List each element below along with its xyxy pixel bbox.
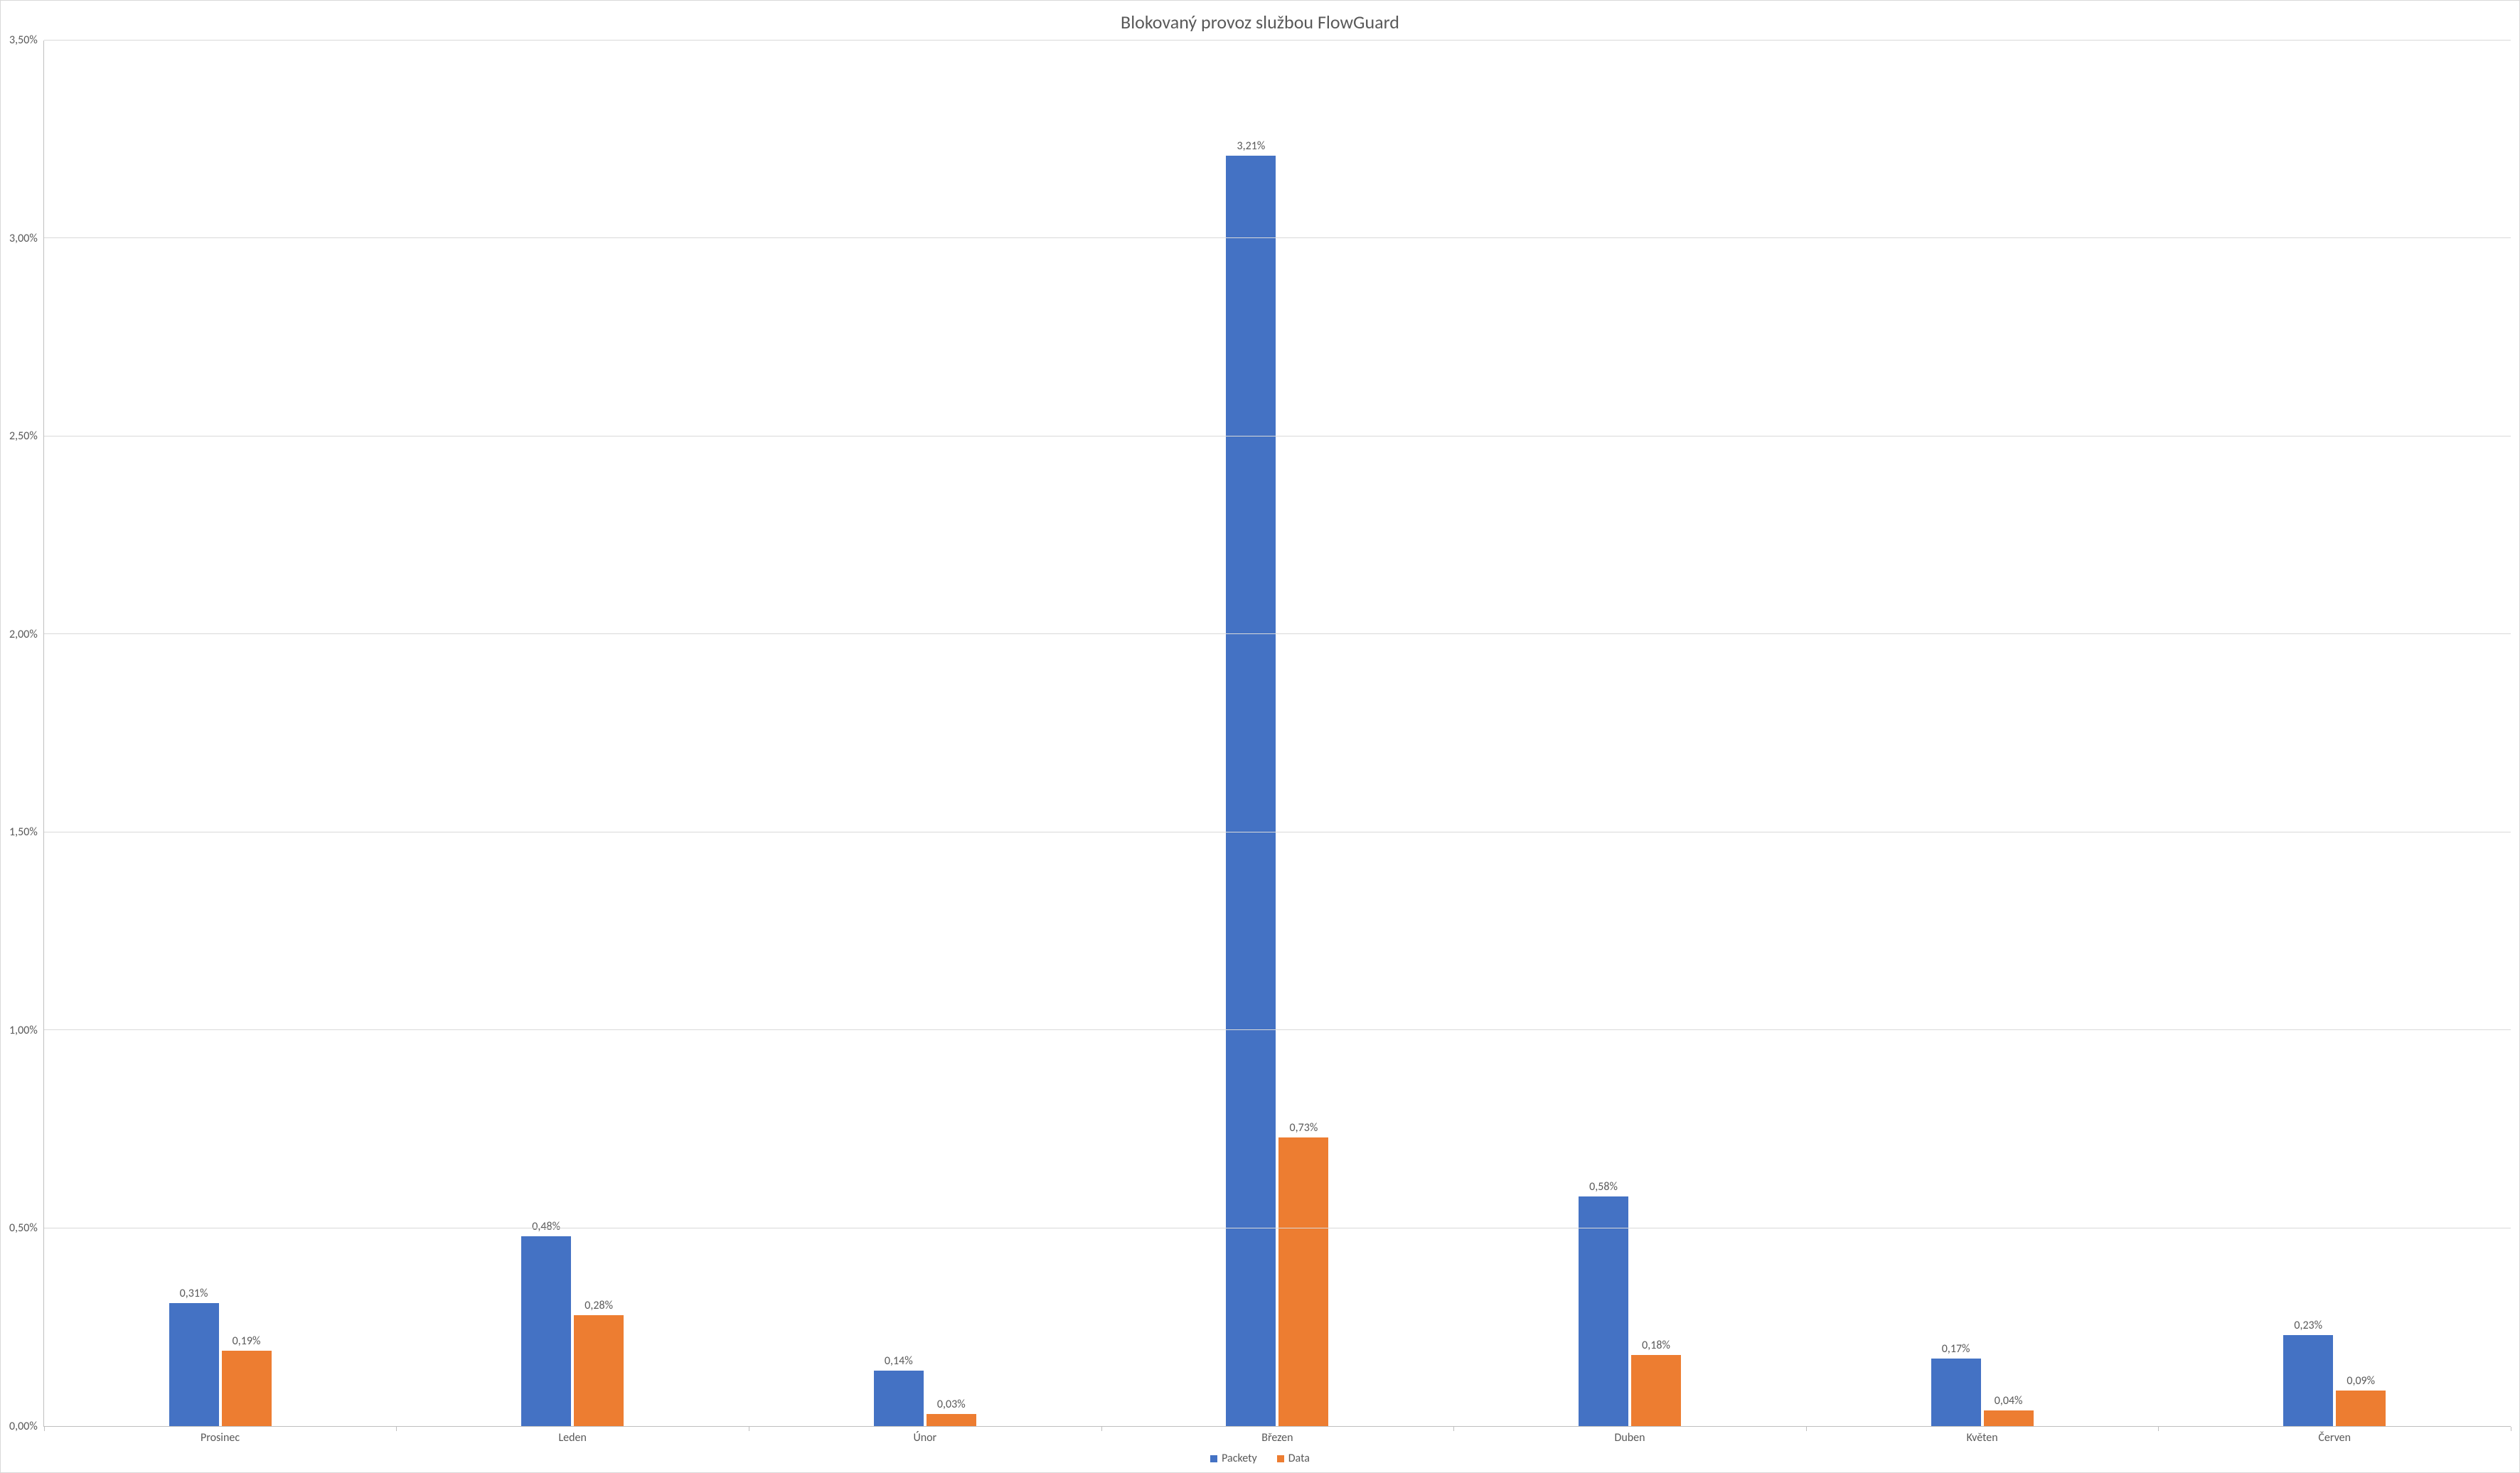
legend-item: Data — [1277, 1452, 1310, 1465]
bar: 0,23% — [2283, 1335, 2333, 1426]
bar: 0,09% — [2336, 1391, 2386, 1426]
plot-area: 0,31%0,19%0,48%0,28%0,14%0,03%3,21%0,73%… — [43, 41, 2511, 1427]
bar-value-label: 0,04% — [1995, 1394, 2023, 1408]
y-axis: 3,50%3,00%2,50%2,00%1,50%1,00%0,50%0,00% — [9, 41, 43, 1427]
bar: 0,18% — [1631, 1355, 1681, 1426]
legend-swatch — [1277, 1455, 1284, 1462]
bar-group: 0,17%0,04% — [1806, 41, 2159, 1426]
bar-groups: 0,31%0,19%0,48%0,28%0,14%0,03%3,21%0,73%… — [44, 41, 2511, 1426]
bar: 0,03% — [927, 1414, 976, 1426]
bar: 0,73% — [1278, 1137, 1328, 1427]
x-tick-mark — [396, 1427, 397, 1431]
bar-value-label: 0,23% — [2294, 1319, 2322, 1332]
bar: 0,31% — [169, 1303, 219, 1426]
x-axis-ticks: ProsinecLedenÚnorBřezenDubenKvětenČerven — [44, 1431, 2511, 1445]
x-tick-label: Březen — [1101, 1431, 1454, 1445]
bar-value-label: 0,03% — [937, 1398, 966, 1411]
bar-value-label: 0,31% — [180, 1287, 208, 1300]
bar-value-label: 0,17% — [1942, 1342, 1970, 1356]
bar-group: 0,14%0,03% — [749, 41, 1101, 1426]
x-axis-row: ProsinecLedenÚnorBřezenDubenKvětenČerven — [9, 1431, 2511, 1445]
plot-row: 3,50%3,00%2,50%2,00%1,50%1,00%0,50%0,00%… — [9, 41, 2511, 1427]
gridline — [44, 1029, 2511, 1030]
bar-value-label: 0,09% — [2347, 1374, 2375, 1388]
bar: 0,14% — [874, 1371, 924, 1426]
x-tick-mark — [44, 1427, 45, 1431]
x-tick-label: Prosinec — [44, 1431, 397, 1445]
x-tick-mark — [1453, 1427, 1454, 1431]
chart-title: Blokovaný provoz službou FlowGuard — [9, 6, 2511, 41]
legend-label: Data — [1288, 1452, 1310, 1465]
bar-group: 0,31%0,19% — [44, 41, 397, 1426]
bar-value-label: 0,19% — [233, 1334, 261, 1348]
bar-group: 3,21%0,73% — [1101, 41, 1454, 1426]
bar: 0,19% — [222, 1351, 272, 1426]
bar-value-label: 0,28% — [584, 1299, 613, 1312]
gridline — [44, 40, 2511, 41]
bar-value-label: 0,73% — [1290, 1121, 1318, 1135]
legend: Packety Data — [9, 1445, 2511, 1468]
bar: 0,28% — [574, 1315, 624, 1426]
x-tick-label: Květen — [1806, 1431, 2159, 1445]
bar-group: 0,48%0,28% — [396, 41, 749, 1426]
legend-item: Packety — [1210, 1452, 1257, 1465]
gridline — [44, 633, 2511, 634]
x-tick-label: Červen — [2158, 1431, 2511, 1445]
x-tick-mark — [1806, 1427, 1807, 1431]
gridline — [44, 237, 2511, 238]
bar-value-label: 0,48% — [532, 1220, 560, 1233]
x-tick-label: Duben — [1453, 1431, 1806, 1445]
bar-value-label: 0,14% — [885, 1354, 913, 1368]
x-tick-label: Únor — [749, 1431, 1101, 1445]
bar-value-label: 3,21% — [1237, 139, 1266, 153]
bar-value-label: 0,18% — [1642, 1339, 1670, 1352]
x-tick-mark — [1101, 1427, 1102, 1431]
bar: 0,58% — [1579, 1196, 1628, 1426]
x-tick-mark — [2158, 1427, 2159, 1431]
bar-group: 0,23%0,09% — [2158, 41, 2511, 1426]
legend-swatch — [1210, 1455, 1217, 1462]
bar-group: 0,58%0,18% — [1453, 41, 1806, 1426]
bar: 0,04% — [1984, 1410, 2034, 1426]
legend-label: Packety — [1222, 1452, 1257, 1465]
bar-value-label: 0,58% — [1589, 1180, 1618, 1194]
bar: 0,17% — [1931, 1359, 1981, 1426]
bar: 0,48% — [521, 1236, 571, 1426]
x-tick-label: Leden — [396, 1431, 749, 1445]
bar: 3,21% — [1226, 156, 1276, 1427]
chart-container: Blokovaný provoz službou FlowGuard 3,50%… — [0, 0, 2520, 1473]
